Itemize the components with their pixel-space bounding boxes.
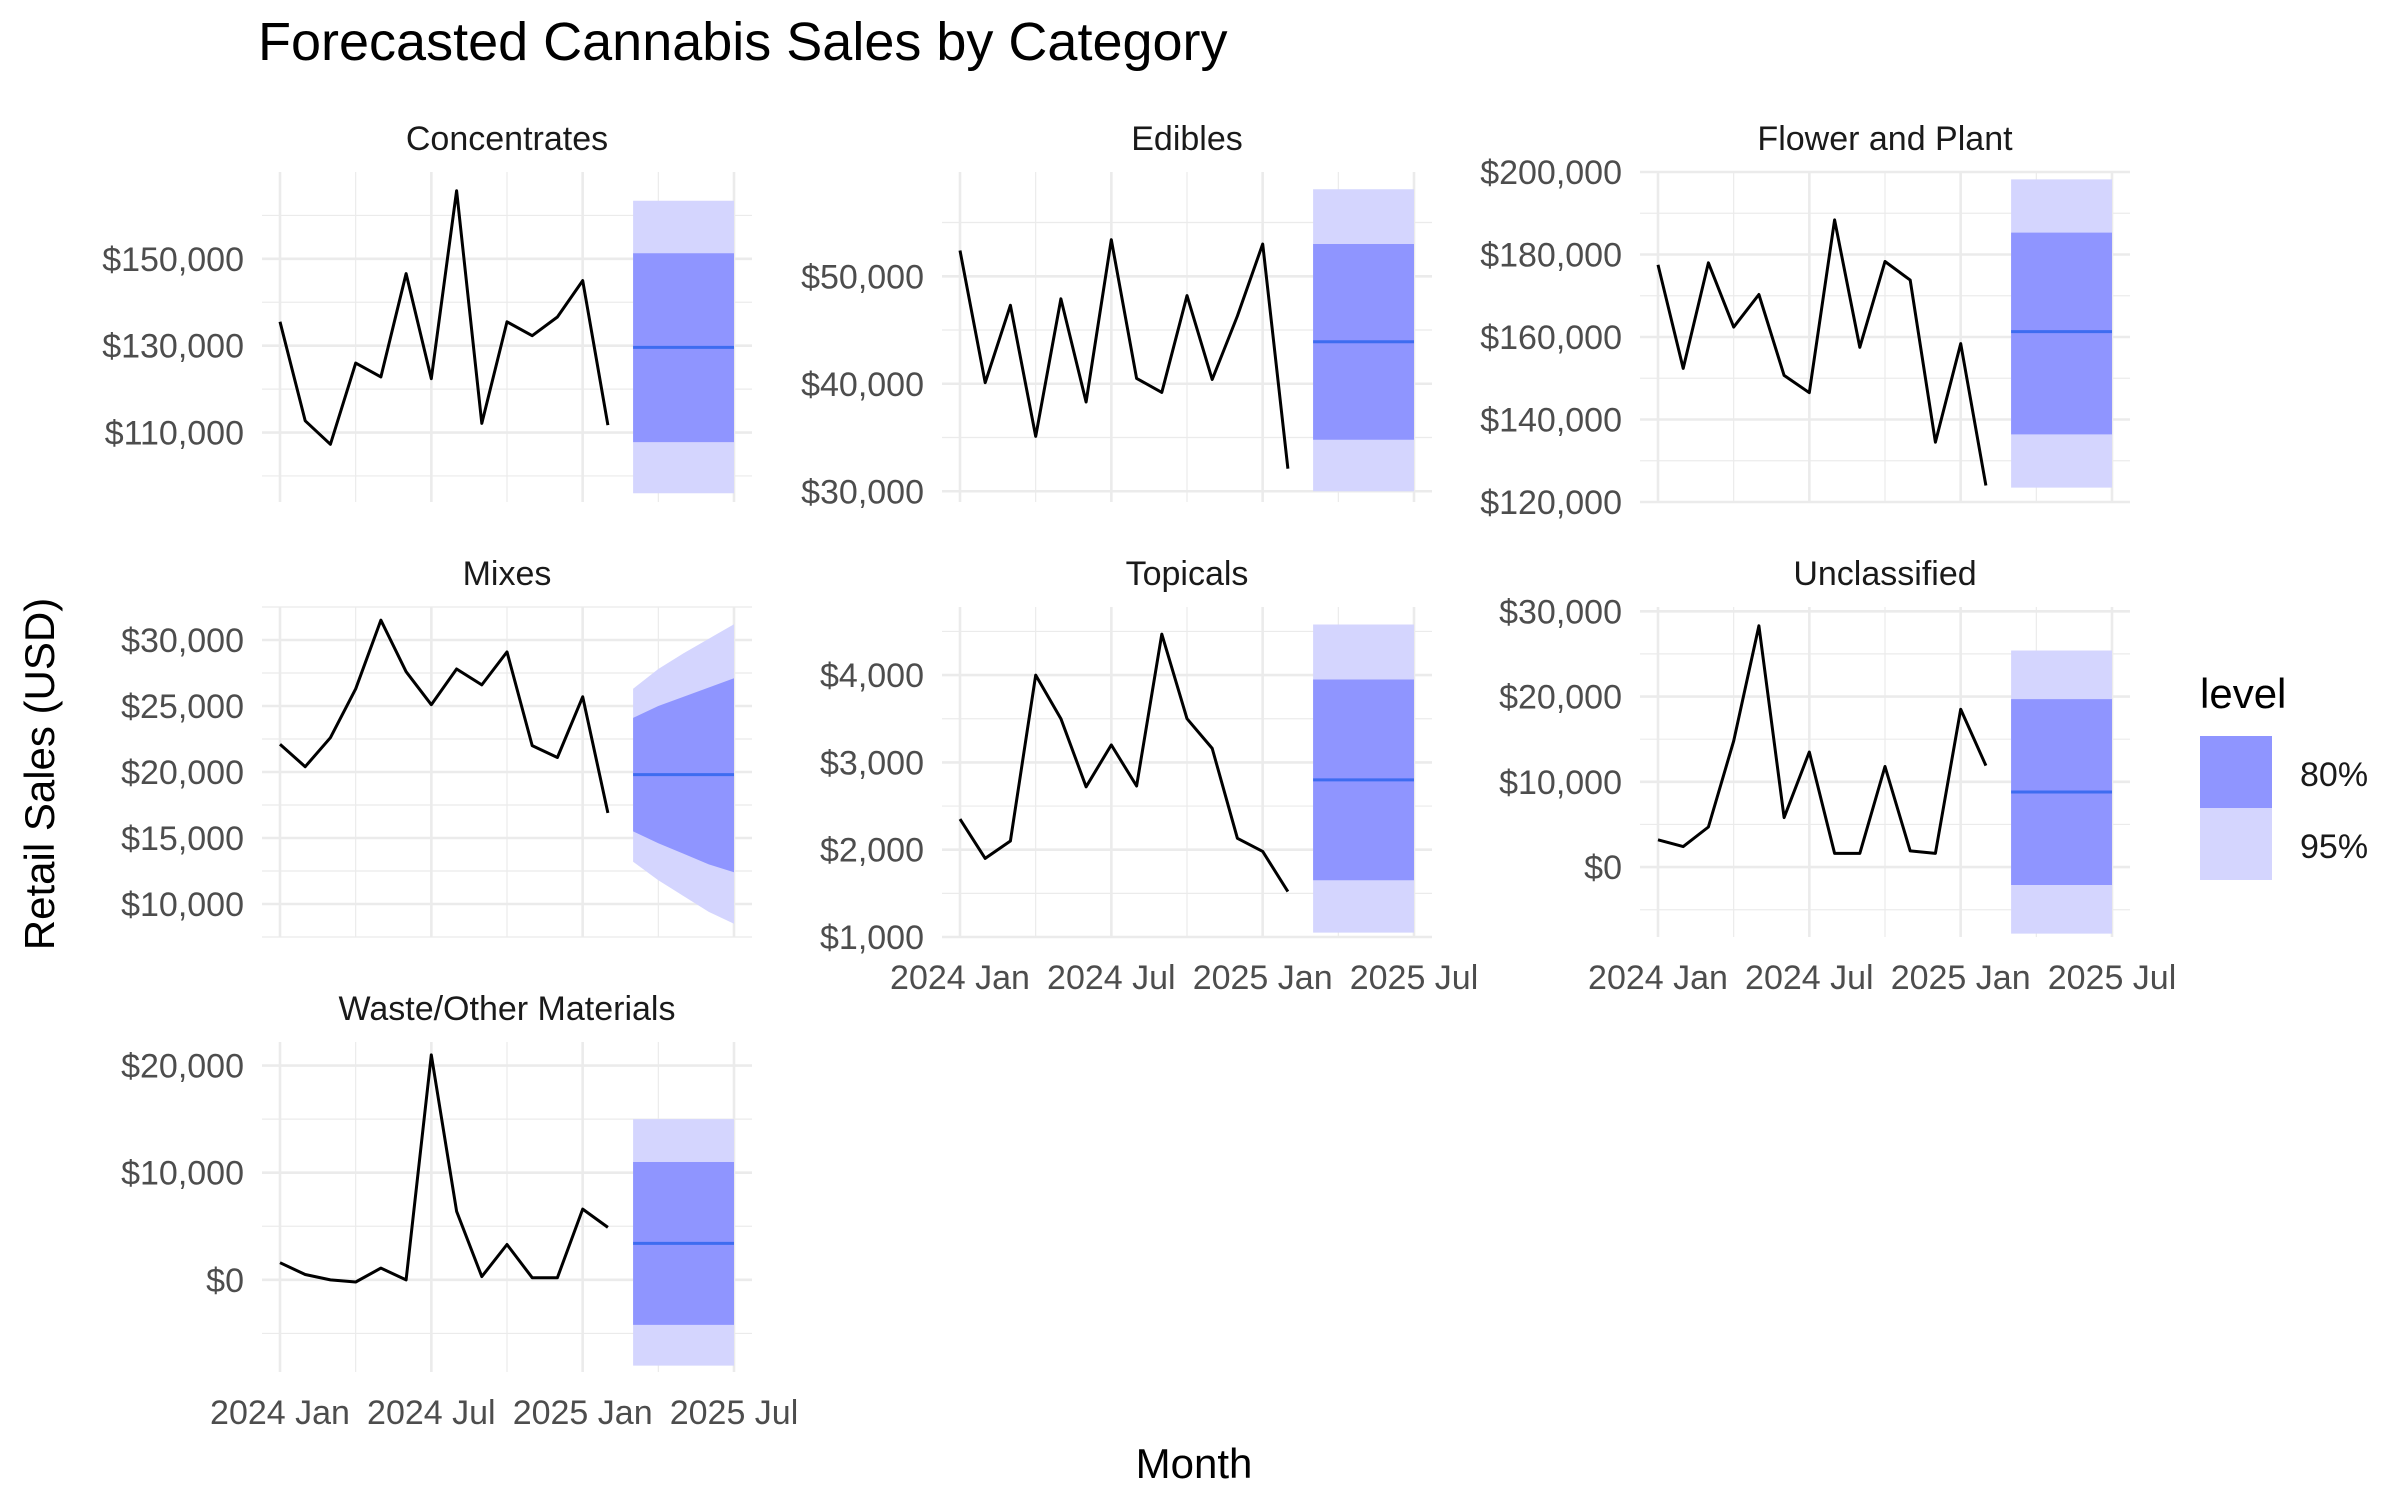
panel-title-topicals: Topicals	[1126, 555, 1249, 593]
panel-title-edibles: Edibles	[1131, 120, 1243, 158]
y-tick-label: $30,000	[801, 473, 924, 511]
x-tick-label: 2025 Jul	[2048, 959, 2177, 997]
x-tick-label: 2025 Jan	[513, 1394, 653, 1432]
x-tick-label: 2025 Jul	[670, 1394, 799, 1432]
x-tick-label: 2025 Jan	[1193, 959, 1333, 997]
panel-unclassified: Unclassified $0 $10,000 $20,000 $30,000 2024 …	[1499, 555, 2176, 997]
y-tick-label: $30,000	[121, 622, 244, 660]
x-tick-label: 2024 Jan	[210, 1394, 350, 1432]
facet-panels: Concentrates $110,000 $130,000 $150,000 Edib…	[102, 120, 2176, 1432]
chart-title: Forecasted Cannabis Sales by Category	[258, 12, 1228, 72]
panel-title-waste-other-materials: Waste/Other Materials	[339, 990, 676, 1028]
legend-key-95	[2200, 808, 2272, 880]
y-tick-label: $120,000	[1480, 484, 1622, 522]
y-tick-label: $2,000	[820, 832, 924, 870]
history-line	[1656, 218, 1988, 486]
y-tick-label: $50,000	[801, 258, 924, 296]
panel-topicals: Topicals $1,000 $2,000 $3,000 $4,000 2024 Jan…	[820, 555, 1478, 997]
history-line	[1657, 624, 1988, 855]
y-tick-label: $4,000	[820, 657, 924, 695]
x-tick-label: 2024 Jan	[1588, 959, 1728, 997]
forecast-band-80	[2011, 232, 2112, 435]
y-tick-label: $200,000	[1480, 154, 1622, 192]
x-tick-label: 2024 Jul	[367, 1394, 496, 1432]
y-tick-label: $0	[206, 1262, 244, 1300]
y-tick-label: $25,000	[121, 688, 244, 726]
panel-flower-and-plant: Flower and Plant $120,000 $140,000 $160,000…	[1480, 120, 2130, 522]
panel-title-unclassified: Unclassified	[1793, 555, 1976, 593]
y-tick-label: $180,000	[1480, 237, 1622, 275]
y-tick-label: $10,000	[121, 886, 244, 924]
legend-label-95: 95%	[2300, 828, 2368, 866]
panel-concentrates: Concentrates $110,000 $130,000 $150,000	[102, 120, 752, 502]
panel-title-mixes: Mixes	[463, 555, 552, 593]
y-tick-label: $30,000	[1499, 593, 1622, 631]
y-tick-label: $160,000	[1480, 319, 1622, 357]
x-tick-label: 2025 Jul	[1350, 959, 1479, 997]
y-tick-label: $20,000	[121, 754, 244, 792]
panel-title-concentrates: Concentrates	[406, 120, 608, 158]
y-tick-label: $20,000	[121, 1048, 244, 1086]
legend-label-80: 80%	[2300, 756, 2368, 794]
x-tick-label: 2024 Jul	[1047, 959, 1176, 997]
y-tick-label: $10,000	[121, 1155, 244, 1193]
y-tick-label: $1,000	[820, 919, 924, 957]
y-tick-label: $3,000	[820, 744, 924, 782]
legend-title: level	[2200, 670, 2286, 717]
history-line	[278, 189, 610, 446]
panel-title-flower-and-plant: Flower and Plant	[1757, 120, 2013, 158]
y-tick-label: $110,000	[105, 415, 244, 453]
y-tick-label: $150,000	[102, 241, 244, 279]
history-line	[279, 618, 610, 814]
history-line	[958, 238, 1290, 469]
x-tick-label: 2025 Jan	[1891, 959, 2031, 997]
x-tick-label: 2024 Jan	[890, 959, 1030, 997]
legend: level 80% 95%	[2200, 670, 2368, 880]
panel-mixes: Mixes $10,000 $15,000 $20,000 $25,000 $30,000	[121, 555, 752, 938]
x-axis-title: Month	[1136, 1440, 1253, 1487]
history-line	[958, 632, 1290, 893]
y-tick-label: $20,000	[1499, 679, 1622, 717]
y-axis-title: Retail Sales (USD)	[16, 598, 63, 950]
history-line	[279, 1053, 609, 1284]
legend-key-80	[2200, 736, 2272, 808]
y-tick-label: $10,000	[1499, 764, 1622, 802]
y-tick-label: $140,000	[1480, 402, 1622, 440]
y-tick-label: $15,000	[121, 820, 244, 858]
y-tick-label: $130,000	[102, 328, 244, 366]
panel-waste-other-materials: Waste/Other Materials $0 $10,000 $20,000 202…	[121, 990, 798, 1432]
x-tick-label: 2024 Jul	[1745, 959, 1874, 997]
y-tick-label: $0	[1584, 849, 1622, 887]
panel-edibles: Edibles $30,000 $40,000 $50,000	[801, 120, 1432, 511]
y-tick-label: $40,000	[801, 366, 924, 404]
